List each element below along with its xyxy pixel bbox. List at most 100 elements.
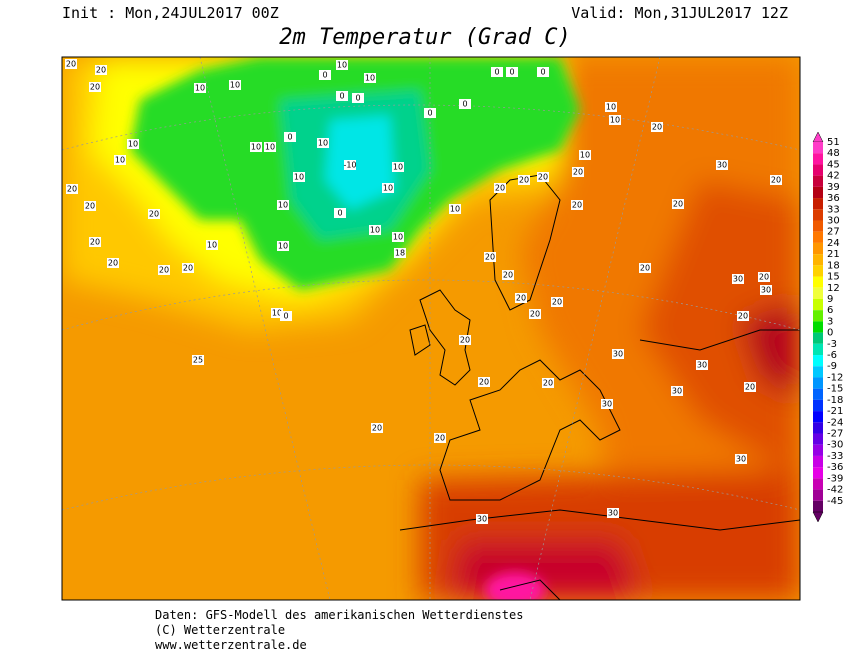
- contour-label-box: [494, 183, 506, 193]
- contour-label: 10: [579, 150, 591, 160]
- contour-label-box: [89, 237, 101, 247]
- contour-label: 20: [371, 423, 383, 433]
- contour-label-box: [696, 360, 708, 370]
- contour-label-box: [449, 204, 461, 214]
- contour-label-text: 10: [383, 184, 393, 193]
- contour-label-text: 30: [613, 350, 623, 359]
- contour-label: 10: [114, 155, 126, 165]
- colorbar-swatch: [813, 377, 823, 389]
- contour-label: 20: [148, 209, 160, 219]
- contour-label-text: 10: [251, 143, 261, 152]
- colorbar-swatch: [813, 254, 823, 266]
- init-time: Init : Mon,24JUL2017 00Z: [62, 4, 279, 22]
- contour-label: 10: [609, 115, 621, 125]
- contour-label-text: 30: [736, 455, 746, 464]
- contour-label: 10: [392, 232, 404, 242]
- colorbar-swatch: [813, 455, 823, 468]
- contour-label-text: 30: [477, 515, 487, 524]
- contour-label-text: 20: [572, 201, 582, 210]
- colorbar-swatch: [813, 142, 823, 154]
- contour-label: 10: [277, 241, 289, 251]
- colorbar-swatch: [813, 265, 823, 277]
- contour-label-text: 0: [540, 68, 545, 77]
- contour-label-text: 30: [697, 361, 707, 370]
- contour-label: 25: [192, 355, 204, 365]
- colorbar-label: 6: [827, 305, 833, 316]
- valid-time: Valid: Mon,31JUL2017 12Z: [571, 4, 788, 22]
- contour-label-box: [271, 308, 283, 318]
- contour-label: 30: [760, 285, 772, 295]
- contour-label-box: [502, 270, 514, 280]
- colorbar-label: 33: [827, 204, 840, 215]
- contour-label: 20: [107, 258, 119, 268]
- contour-label: 20: [737, 311, 749, 321]
- footer-source: Daten: GFS-Modell des amerikanischen Wet…: [155, 608, 523, 622]
- contour-label-text: 20: [552, 298, 562, 307]
- contour-label-text: 20: [149, 210, 159, 219]
- contour-label: 30: [732, 274, 744, 284]
- contour-label-box: [601, 399, 613, 409]
- contour-label-text: 10: [115, 156, 125, 165]
- contour-label-box: [612, 349, 624, 359]
- contour-label: 20: [537, 172, 549, 182]
- contour-label-box: [639, 263, 651, 273]
- contour-label-text: 20: [543, 379, 553, 388]
- contour-label: 20: [542, 378, 554, 388]
- colorbar-swatch: [813, 231, 823, 243]
- contour-label-box: [264, 142, 276, 152]
- contour-label-text: 20: [745, 383, 755, 392]
- contour-label: 0: [459, 99, 471, 109]
- contour-label-text: 20: [372, 424, 382, 433]
- contour-label-text: 10: [294, 173, 304, 182]
- contour-label-text: 30: [733, 275, 743, 284]
- map-title: 2m Temperatur (Grad C): [279, 25, 570, 50]
- colorbar-label: -30: [827, 440, 843, 451]
- contour-label: 10: [317, 138, 329, 148]
- contour-label: 30: [612, 349, 624, 359]
- contour-label-box: [127, 139, 139, 149]
- contour-label-text: 20: [495, 184, 505, 193]
- colorbar-swatch: [813, 175, 823, 187]
- contour-label-box: [158, 265, 170, 275]
- contour-label: 20: [770, 175, 782, 185]
- contour-label: 30: [735, 454, 747, 464]
- colorbar-label: 9: [827, 294, 833, 305]
- contour-label: 20: [572, 167, 584, 177]
- colorbar-label: 21: [827, 249, 840, 260]
- colorbar-swatch: [813, 321, 823, 333]
- colorbar-swatch: [813, 198, 823, 210]
- contour-label-box: [364, 73, 376, 83]
- colorbar-label: 12: [827, 283, 840, 294]
- contour-label-text: 20: [90, 238, 100, 247]
- contour-label-text: 10: [272, 309, 282, 318]
- contour-label: 10: [364, 73, 376, 83]
- contour-label-box: [572, 167, 584, 177]
- colorbar-swatch: [813, 422, 823, 434]
- colorbar-label: -45: [827, 496, 843, 507]
- contour-label: 20: [484, 252, 496, 262]
- colorbar-label: 27: [827, 227, 840, 238]
- contour-label-text: 10: [370, 226, 380, 235]
- contour-label-box: [716, 160, 728, 170]
- contour-label: 20: [758, 272, 770, 282]
- contour-label: 20: [744, 382, 756, 392]
- contour-label-text: 20: [771, 176, 781, 185]
- contour-label-text: 10: [278, 242, 288, 251]
- contour-label: 30: [716, 160, 728, 170]
- contour-label-box: [284, 132, 296, 142]
- colorbar-swatch: [813, 388, 823, 400]
- contour-label-box: [607, 508, 619, 518]
- colorbar-label: -12: [827, 372, 843, 383]
- contour-label-box: [192, 355, 204, 365]
- contour-label: 20: [182, 263, 194, 273]
- contour-label: 20: [478, 377, 490, 387]
- contour-label-box: [651, 122, 663, 132]
- contour-label-text: 10: [230, 81, 240, 90]
- colorbar-label: 15: [827, 272, 840, 283]
- contour-label: 10: [194, 83, 206, 93]
- colorbar-label: -36: [827, 462, 843, 473]
- colorbar-label: -42: [827, 485, 843, 496]
- contour-label-box: [336, 60, 348, 70]
